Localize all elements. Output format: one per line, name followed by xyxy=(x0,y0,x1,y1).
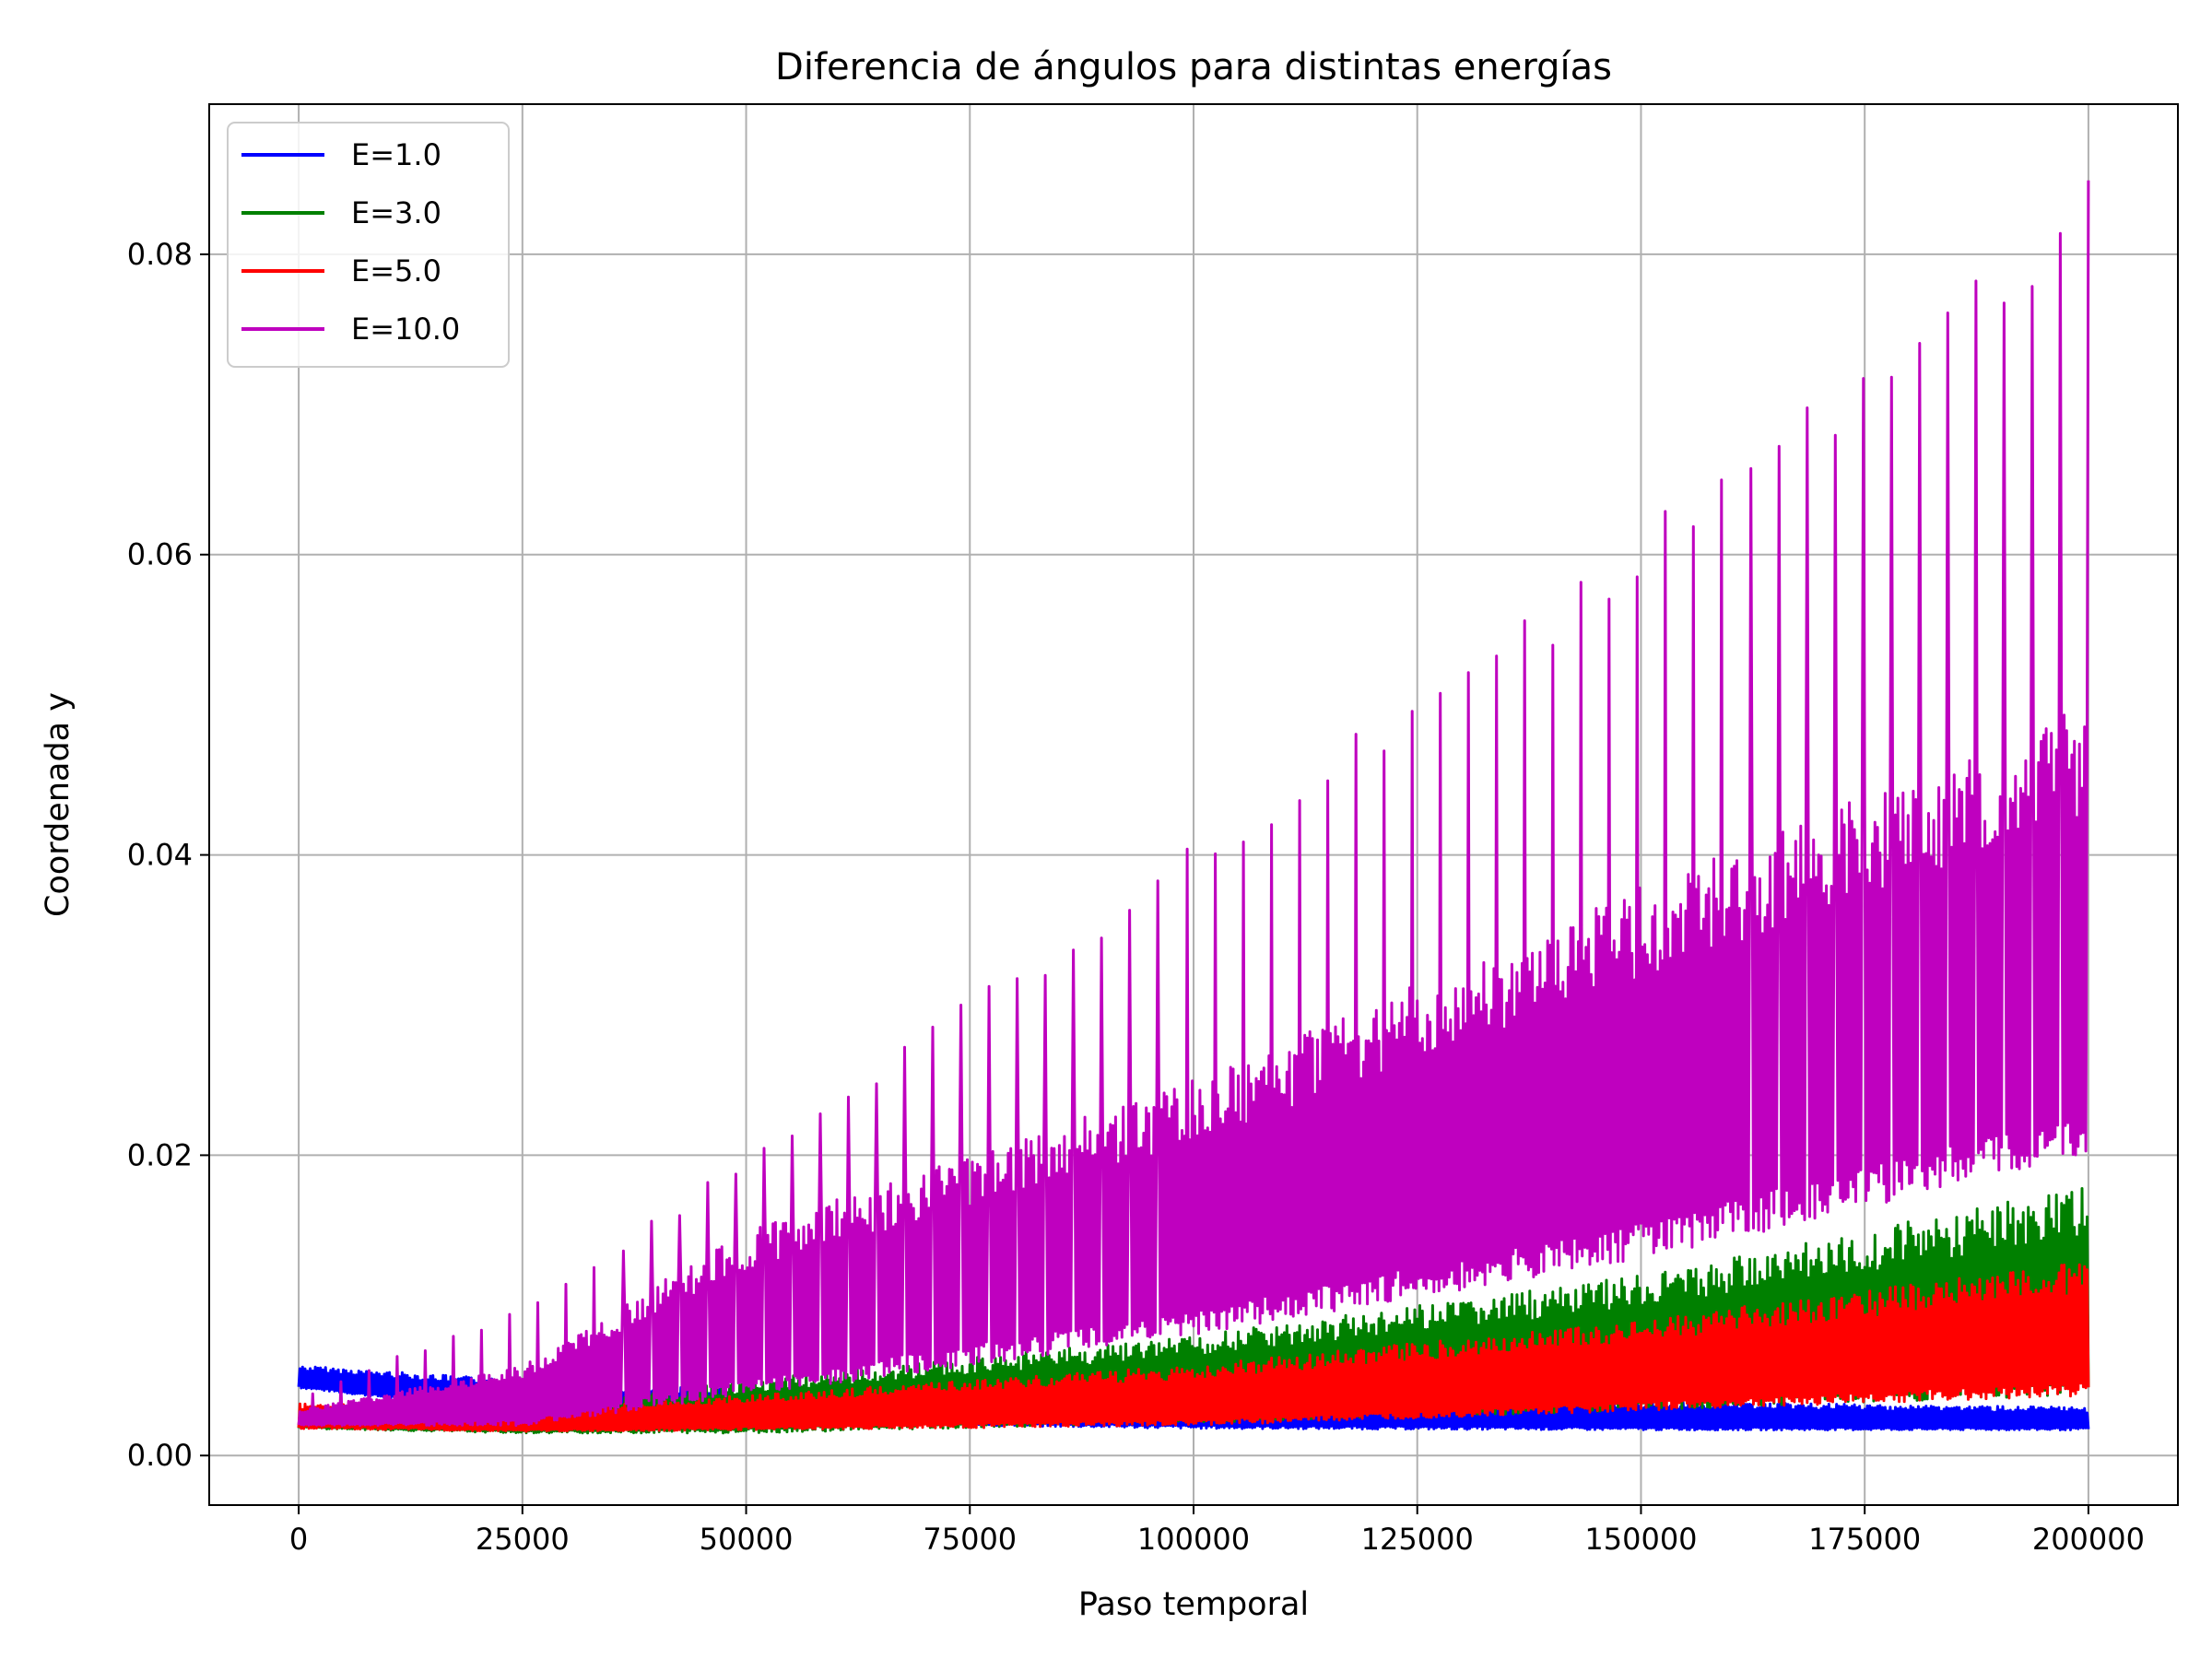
x-axis: 0 25000 50000 75000 100000 125000 150000 175000… xyxy=(289,1505,2145,1557)
x-tick-label: 75000 xyxy=(923,1522,1017,1557)
y-tick-label: 0.02 xyxy=(127,1137,193,1172)
x-tick-label: 150000 xyxy=(1584,1522,1697,1557)
series-e-5-0 xyxy=(297,1263,2090,1433)
y-tick-label: 0.08 xyxy=(127,237,193,272)
x-tick-label: 25000 xyxy=(476,1522,570,1557)
y-tick-label: 0.06 xyxy=(127,537,193,572)
series-e-10-0 xyxy=(297,180,2090,1428)
y-tick-label: 0.04 xyxy=(127,838,193,873)
series-layer xyxy=(297,180,2090,1435)
x-tick-label: 0 xyxy=(289,1522,308,1557)
x-tick-label: 100000 xyxy=(1137,1522,1250,1557)
x-tick-label: 175000 xyxy=(1808,1522,1921,1557)
y-tick-label: 0.00 xyxy=(127,1438,193,1473)
x-tick-label: 200000 xyxy=(2032,1522,2145,1557)
legend-label: E=10.0 xyxy=(351,312,460,347)
series-line xyxy=(297,180,2090,1428)
legend-label: E=1.0 xyxy=(351,137,441,172)
legend-label: E=5.0 xyxy=(351,253,441,288)
chart-title: Diferencia de ángulos para distintas ene… xyxy=(775,46,1612,88)
legend-box xyxy=(227,122,510,368)
legend-label: E=3.0 xyxy=(351,195,441,230)
x-tick-label: 50000 xyxy=(700,1522,794,1557)
legend: E=1.0 E=3.0 E=5.0 E=10.0 xyxy=(227,122,510,368)
x-tick-label: 125000 xyxy=(1361,1522,1474,1557)
y-axis: 0.00 0.02 0.04 0.06 0.08 xyxy=(127,237,209,1473)
y-axis-label: Coordenada y xyxy=(40,692,76,917)
x-axis-label: Paso temporal xyxy=(1078,1586,1309,1623)
series-line xyxy=(297,1263,2090,1433)
